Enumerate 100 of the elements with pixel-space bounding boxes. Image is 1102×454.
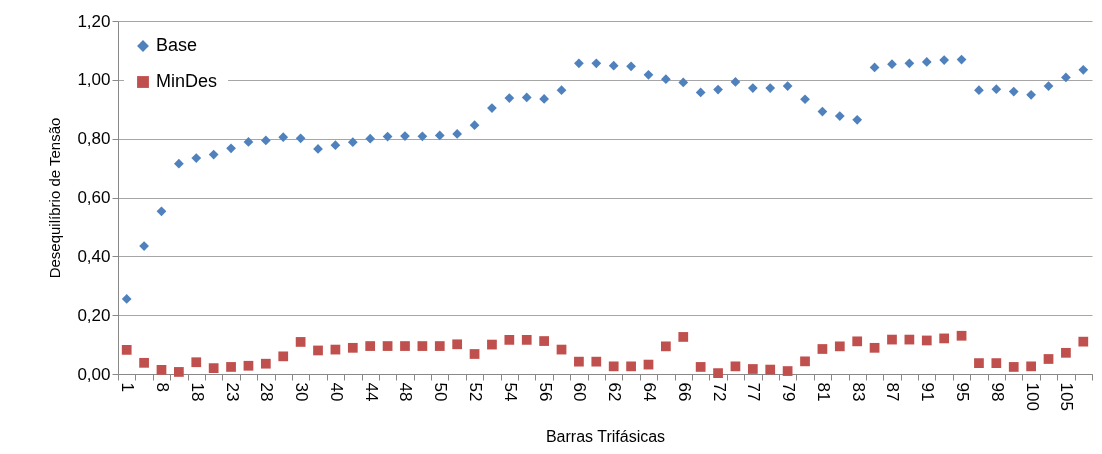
point (521, 335, 532, 345)
point (852, 336, 863, 347)
point (921, 57, 932, 67)
point (974, 85, 984, 95)
point (608, 60, 619, 71)
point (591, 356, 602, 367)
point (139, 357, 149, 368)
point (174, 367, 184, 377)
x-tick-label: 1 (118, 382, 138, 392)
x-tick-label: 50 (431, 382, 451, 402)
y-axis-title: Desequilíbrio de Tensão (46, 117, 64, 279)
point (939, 55, 950, 65)
point (226, 143, 236, 154)
x-tick-label: 64 (639, 382, 659, 402)
point (243, 360, 254, 371)
point (208, 363, 219, 373)
point (260, 135, 271, 146)
point (887, 59, 897, 70)
y-tick-label: 0,40 (77, 246, 111, 266)
point (730, 361, 741, 372)
point (869, 342, 880, 353)
x-tick-label: 79 (779, 382, 799, 402)
point (156, 206, 167, 217)
point (208, 149, 219, 160)
point (1008, 86, 1019, 97)
point (782, 366, 793, 376)
point (539, 94, 549, 104)
x-tick-label: 62 (605, 382, 625, 402)
x-tick-label: 52 (466, 382, 486, 402)
point (678, 332, 689, 342)
point (121, 294, 132, 304)
point (1061, 72, 1071, 83)
point (469, 120, 480, 131)
point (330, 140, 341, 151)
point (939, 333, 950, 344)
y-tick-label: 0,00 (77, 364, 111, 384)
point (347, 342, 358, 353)
point (643, 69, 654, 80)
point (608, 361, 619, 372)
point (765, 83, 776, 93)
x-tick-label: 77 (744, 382, 764, 402)
point (991, 358, 1002, 368)
y-tick-label: 0,20 (77, 305, 111, 325)
point (313, 345, 323, 356)
point (556, 85, 567, 95)
x-tick-label: 28 (257, 382, 277, 402)
point (278, 351, 289, 362)
point (539, 336, 549, 346)
x-tick-label: 100 (1022, 382, 1042, 411)
point (278, 132, 289, 143)
y-tick-label: 0,60 (77, 188, 111, 207)
point (487, 339, 497, 350)
point (382, 341, 393, 351)
point (713, 368, 723, 378)
y-tick-label: 1,20 (77, 11, 111, 31)
point (1061, 347, 1071, 358)
point (678, 77, 689, 88)
point (991, 84, 1002, 95)
point (661, 341, 671, 352)
x-tick-label: 30 (292, 382, 312, 402)
point (1043, 354, 1054, 364)
x-tick-label: 91 (918, 382, 938, 402)
point (921, 335, 932, 346)
x-tick-label: 81 (813, 382, 833, 402)
point (191, 153, 202, 163)
point (156, 365, 167, 375)
point (626, 361, 636, 372)
point (469, 349, 480, 359)
point (817, 344, 828, 354)
point (452, 129, 463, 139)
x-axis-title: Barras Trifásicas (545, 427, 666, 445)
point (1026, 361, 1036, 372)
point (695, 362, 706, 372)
point (382, 131, 393, 142)
x-tick-label: 72 (709, 382, 729, 402)
point (800, 94, 810, 105)
x-tick-label: 60 (570, 382, 590, 402)
point (1043, 81, 1054, 91)
point (974, 358, 984, 368)
x-tick-label: 66 (674, 382, 694, 402)
x-tick-label: 54 (500, 382, 520, 402)
point (521, 92, 532, 103)
point (817, 106, 828, 117)
point (800, 356, 810, 367)
point (417, 131, 428, 142)
point (365, 341, 376, 351)
point (434, 130, 445, 141)
x-tick-label: 48 (396, 382, 416, 402)
point (504, 93, 515, 103)
point (834, 341, 845, 352)
point (1008, 362, 1019, 372)
point (574, 356, 584, 367)
point (121, 345, 132, 355)
point (834, 111, 845, 121)
point (626, 61, 636, 72)
x-tick-label: 87 (883, 382, 903, 402)
x-tick-label: 18 (187, 382, 207, 402)
point (365, 133, 376, 144)
point (295, 337, 306, 347)
point (956, 330, 967, 341)
